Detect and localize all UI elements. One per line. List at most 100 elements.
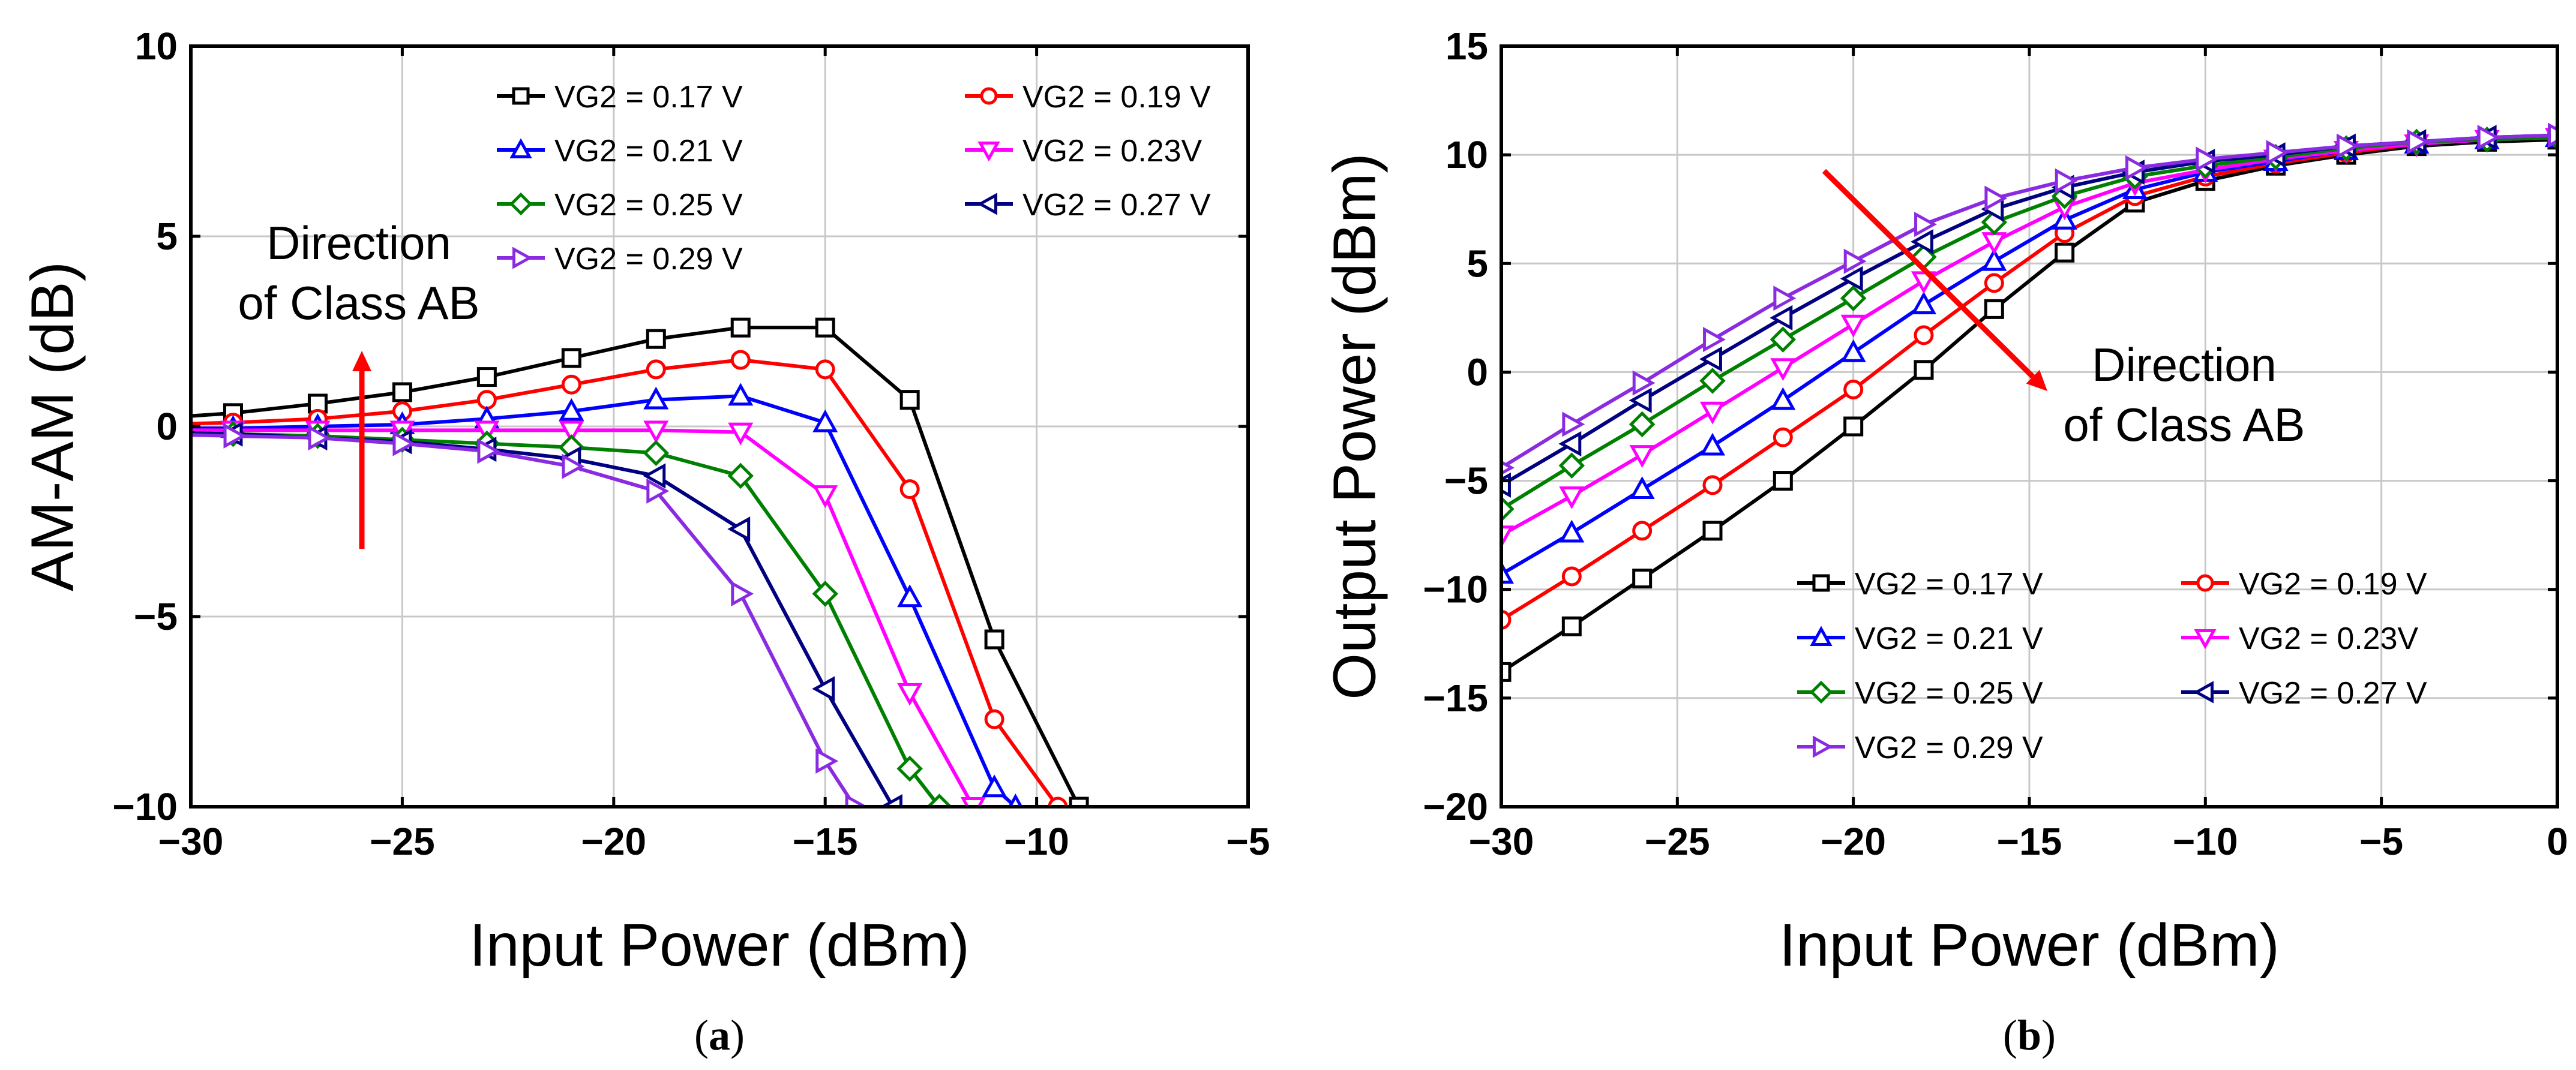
x-axis-label: Input Power (dBm) — [469, 912, 970, 979]
data-point — [730, 350, 751, 370]
legend: VG2 = 0.17 V VG2 = 0.19 V VG2 = 0.21 V VG2 … — [1797, 567, 2427, 765]
data-point — [899, 479, 920, 500]
data-point — [1699, 346, 1722, 372]
legend-marker — [512, 87, 530, 105]
data-point — [1562, 411, 1585, 437]
data-point — [984, 709, 1004, 729]
data-point — [880, 794, 902, 807]
data-point — [845, 794, 868, 807]
series-vg2-0-17-v — [191, 317, 1089, 807]
legend-marker — [1812, 574, 1830, 592]
data-point — [1632, 370, 1656, 396]
data-point — [1559, 519, 1585, 543]
y-tick-label: 5 — [1467, 242, 1488, 285]
data-point — [1773, 471, 1793, 491]
data-point — [1840, 339, 1866, 362]
legend-label: VG2 = 0.25 V — [1855, 676, 2043, 711]
tick-marks — [1500, 44, 2559, 808]
data-point — [1770, 326, 1797, 353]
data-point — [1914, 360, 1934, 380]
data-point — [960, 797, 986, 807]
data-point — [477, 438, 500, 464]
legend-item: VG2 = 0.23V — [965, 134, 1202, 169]
data-point — [728, 422, 754, 446]
data-point — [1559, 486, 1585, 509]
data-point — [1558, 431, 1582, 457]
series-line — [191, 431, 895, 807]
data-point — [1629, 411, 1656, 438]
data-point — [1561, 616, 1582, 636]
legend-item: VG2 = 0.25 V — [1797, 676, 2043, 711]
data-point — [392, 431, 416, 456]
legend-label: VG2 = 0.29 V — [1855, 731, 2043, 765]
legend-marker — [512, 247, 533, 269]
series-line — [1501, 137, 2557, 674]
data-point — [2548, 122, 2557, 148]
y-tick-label: 10 — [1446, 133, 1488, 176]
x-tick-label: −10 — [2173, 820, 2238, 863]
data-point — [815, 748, 839, 774]
data-point — [1702, 521, 1723, 541]
series-line — [191, 428, 975, 807]
legend-label: VG2 = 0.19 V — [1022, 80, 1211, 115]
data-point — [812, 485, 838, 509]
data-point — [2055, 168, 2078, 194]
y-axis-label: AM-AM (dB) — [19, 262, 86, 591]
data-point — [1069, 797, 1089, 807]
data-point — [731, 581, 754, 607]
legend-label: VG2 = 0.19 V — [2239, 567, 2427, 602]
y-tick-label: 5 — [156, 215, 178, 258]
plot-area — [1501, 122, 2557, 682]
x-axis-label: Input Power (dBm) — [1779, 912, 2280, 979]
data-point — [643, 463, 666, 489]
data-point — [897, 584, 923, 608]
legend-item: VG2 = 0.23V — [2181, 621, 2419, 656]
legend-marker — [2196, 574, 2214, 592]
legend-item: VG2 = 0.17 V — [1797, 567, 2043, 602]
data-point — [646, 478, 670, 504]
x-tick-label: −30 — [158, 820, 224, 863]
data-point — [308, 425, 331, 451]
data-point — [1632, 521, 1653, 541]
y-tick-label: −15 — [1423, 677, 1488, 720]
x-tick-label: −15 — [1997, 820, 2062, 863]
x-tick-label: −25 — [370, 820, 435, 863]
data-point — [643, 440, 670, 467]
series-vg2-0-19-v — [191, 350, 1068, 807]
data-point — [812, 676, 835, 702]
legend-marker — [1812, 735, 1833, 758]
chart-b: −30 −25 −20 −15 −10 −5 0 −20 −15 −10 −5 0 5 10 15 Input… — [1321, 25, 2568, 1059]
data-point — [1843, 416, 1864, 437]
data-point — [1699, 401, 1726, 425]
data-point — [1770, 387, 1796, 410]
data-point — [2266, 140, 2289, 166]
series-vg2-0-27-v — [191, 421, 902, 807]
data-point — [1984, 273, 2004, 293]
legend-label: VG2 = 0.17 V — [554, 80, 743, 115]
series-line — [1501, 133, 2557, 470]
y-tick-label: −5 — [134, 595, 178, 638]
direction-arrow — [1822, 169, 2047, 391]
legend-marker — [509, 138, 532, 159]
series-line — [191, 394, 1017, 807]
legend-item: VG2 = 0.21 V — [497, 134, 743, 169]
data-point — [476, 367, 497, 387]
data-point — [1840, 285, 1867, 311]
data-point — [1629, 476, 1655, 500]
data-point — [1770, 305, 1793, 330]
legend-item: VG2 = 0.29 V — [1797, 731, 2043, 765]
data-point — [727, 516, 751, 542]
legend-marker — [2194, 629, 2217, 650]
data-point — [1048, 797, 1068, 807]
subplot-label: (a) — [694, 1011, 745, 1059]
legend-label: VG2 = 0.27 V — [2239, 676, 2427, 711]
data-point — [1914, 212, 1937, 238]
data-point — [1558, 452, 1585, 479]
data-point — [643, 420, 669, 444]
data-point — [562, 453, 585, 479]
data-point — [559, 420, 584, 444]
data-point — [643, 386, 669, 410]
legend-item: VG2 = 0.17 V — [497, 80, 743, 115]
x-tick-label: −10 — [1004, 820, 1069, 863]
